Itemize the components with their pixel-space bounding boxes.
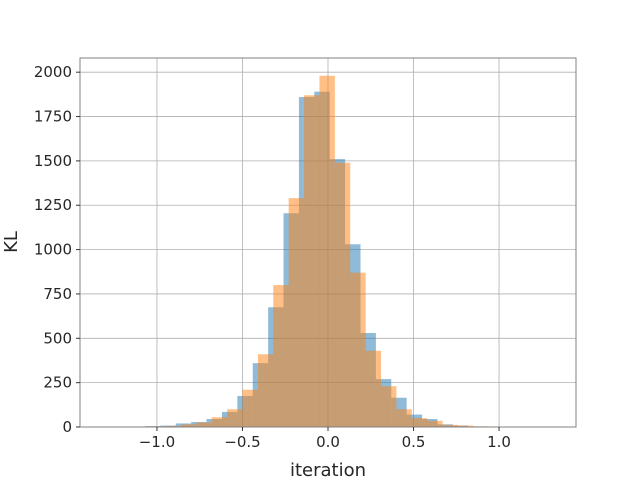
- histogram-bar: [319, 75, 335, 427]
- x-tick-label: 0.5: [402, 433, 426, 451]
- histogram-bar: [396, 409, 412, 427]
- histogram-bar: [365, 350, 382, 427]
- y-tick-label: 1750: [34, 108, 72, 126]
- y-tick-label: 1000: [34, 241, 72, 259]
- x-tick-label: 0.0: [316, 433, 340, 451]
- y-axis-label: KL: [1, 231, 22, 253]
- x-tick-label: −0.5: [224, 433, 260, 451]
- y-axis-ticks: 0 250 500 750 1000 1250 1500 1750 2000: [34, 63, 80, 436]
- histogram-bar: [257, 354, 274, 427]
- series-2-bars: [150, 75, 505, 427]
- x-axis-label: iteration: [290, 460, 366, 480]
- y-tick-label: 750: [43, 285, 72, 303]
- histogram-bar: [242, 389, 258, 427]
- x-tick-label: 1.0: [487, 433, 511, 451]
- histogram-bar: [165, 425, 181, 427]
- histogram-bar: [304, 95, 320, 427]
- histogram-bar: [288, 198, 305, 427]
- histogram-bar: [381, 386, 397, 427]
- y-tick-label: 1250: [34, 196, 72, 214]
- x-tick-label: −1.0: [139, 433, 175, 451]
- histogram-bar: [180, 424, 197, 427]
- histogram-bar: [442, 424, 458, 427]
- y-tick-label: 250: [43, 374, 72, 392]
- histogram-bar: [273, 285, 289, 427]
- histogram-bar: [211, 417, 228, 427]
- y-tick-label: 1500: [34, 152, 72, 170]
- histogram-bar: [427, 420, 443, 427]
- y-tick-label: 2000: [34, 63, 72, 81]
- y-tick-label: 500: [43, 329, 72, 347]
- histogram-bar: [350, 272, 366, 427]
- histogram-bar: [411, 418, 428, 427]
- x-axis-ticks: −1.0 −0.5 0.0 0.5 1.0: [139, 427, 511, 451]
- histogram-bar: [227, 409, 243, 427]
- histogram-bar: [457, 425, 474, 427]
- histogram-bar: [196, 422, 212, 427]
- histogram-bar: [334, 162, 351, 427]
- y-tick-label: 0: [62, 418, 72, 436]
